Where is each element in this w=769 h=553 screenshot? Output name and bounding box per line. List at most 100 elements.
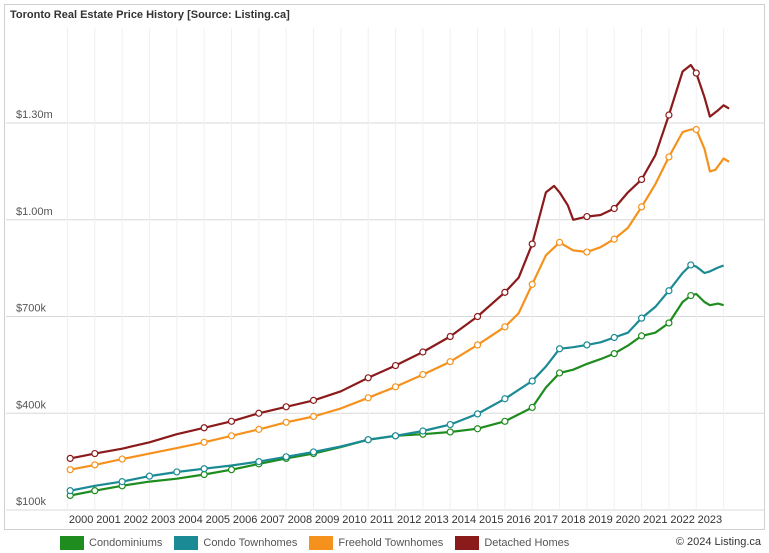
x-tick-label: 2016: [506, 514, 530, 526]
data-point: [665, 111, 673, 119]
data-point: [637, 314, 646, 322]
x-tick-label: 2013: [424, 514, 448, 526]
series-freehold-townhomes: [66, 125, 730, 474]
series-line: [69, 63, 730, 460]
legend-item-condominiums[interactable]: Condominiums: [60, 535, 162, 551]
y-tick-label: $1.30m: [16, 109, 53, 121]
data-point: [364, 374, 372, 382]
y-tick-label: $700k: [16, 303, 46, 315]
legend-label: Freehold Townhomes: [338, 537, 444, 549]
data-point: [637, 332, 646, 340]
data-point: [227, 417, 236, 425]
data-point: [610, 204, 618, 213]
x-tick-label: 2012: [397, 514, 421, 526]
x-tick-label: 2005: [206, 514, 230, 526]
data-point: [501, 323, 509, 331]
data-point: [473, 312, 482, 321]
data-point: [391, 383, 400, 391]
data-point: [364, 436, 372, 444]
grid-lines: [6, 28, 765, 511]
data-point: [200, 424, 208, 432]
data-point: [528, 377, 536, 385]
data-point: [528, 240, 536, 248]
data-point: [282, 453, 290, 461]
data-point: [91, 461, 99, 469]
data-point: [227, 466, 236, 474]
data-point: [91, 449, 99, 458]
data-point: [473, 341, 482, 349]
data-point: [610, 333, 618, 342]
data-point: [200, 470, 208, 479]
x-tick-label: 2006: [233, 514, 257, 526]
data-point: [446, 358, 454, 366]
data-point: [66, 454, 74, 463]
data-point: [555, 238, 564, 246]
y-tick-label: $1.00m: [16, 206, 53, 218]
x-tick-label: 2011: [370, 514, 394, 526]
data-point: [687, 291, 695, 300]
legend-swatch: [174, 536, 199, 550]
data-point: [687, 261, 695, 269]
data-point: [446, 332, 454, 341]
series-detached-homes: [66, 63, 730, 463]
series-condo-townhomes: [66, 261, 724, 495]
data-point: [391, 361, 400, 370]
data-point: [692, 69, 700, 77]
data-point: [501, 417, 509, 425]
y-tick-label: $100k: [16, 496, 46, 508]
x-tick-label: 2001: [96, 514, 120, 526]
data-point: [555, 369, 564, 377]
y-tick-label: $400k: [16, 399, 46, 411]
data-point: [309, 448, 318, 456]
data-point: [66, 487, 74, 495]
data-point: [364, 394, 372, 402]
legend-item-condo-townhomes[interactable]: Condo Townhomes: [174, 535, 297, 551]
data-point: [637, 175, 646, 184]
data-point: [255, 409, 263, 417]
legend-swatch: [455, 536, 480, 550]
series-line: [69, 263, 724, 492]
y-axis-ticks: $100k $400k $700k $1.00m $1.30m: [16, 109, 53, 508]
legend-item-freehold-townhomes[interactable]: Freehold Townhomes: [309, 535, 443, 551]
data-point: [91, 487, 99, 495]
x-tick-label: 2021: [643, 514, 667, 526]
x-tick-label: 2019: [588, 514, 612, 526]
data-point: [501, 288, 509, 296]
x-tick-label: 2014: [452, 514, 476, 526]
legend-label: Condominiums: [89, 537, 163, 549]
data-point: [419, 370, 427, 379]
series-lines: [66, 63, 730, 500]
data-point: [419, 427, 427, 435]
data-point: [173, 468, 181, 476]
data-point: [473, 410, 482, 418]
data-point: [610, 350, 618, 358]
data-point: [200, 438, 208, 446]
legend-item-detached-homes[interactable]: Detached Homes: [455, 535, 569, 551]
legend-swatch: [60, 536, 84, 550]
data-point: [200, 465, 208, 473]
copyright-text: © 2024 Listing.ca: [675, 536, 761, 548]
x-tick-label: 2007: [260, 514, 284, 526]
x-tick-label: 2008: [288, 514, 312, 526]
data-point: [255, 425, 263, 433]
data-point: [583, 212, 591, 221]
x-tick-label: 2017: [534, 514, 558, 526]
data-point: [227, 432, 236, 440]
data-point: [665, 153, 673, 161]
data-point: [282, 403, 290, 411]
data-point: [309, 396, 318, 404]
data-point: [446, 420, 454, 429]
x-tick-label: 2002: [124, 514, 148, 526]
data-point: [282, 418, 290, 426]
x-axis-ticks: 2000 2001 2002 2003 2004 2005 2006 2007 2008 2009…: [69, 514, 722, 526]
x-tick-label: 2023: [698, 514, 722, 526]
series-line: [69, 128, 730, 471]
data-point: [692, 125, 700, 134]
x-tick-label: 2020: [616, 514, 640, 526]
chart-frame: [4, 4, 765, 530]
legend-label: Condo Townhomes: [203, 537, 298, 549]
legend-label: Detached Homes: [484, 537, 570, 549]
data-point: [637, 203, 646, 211]
data-point: [528, 403, 536, 412]
